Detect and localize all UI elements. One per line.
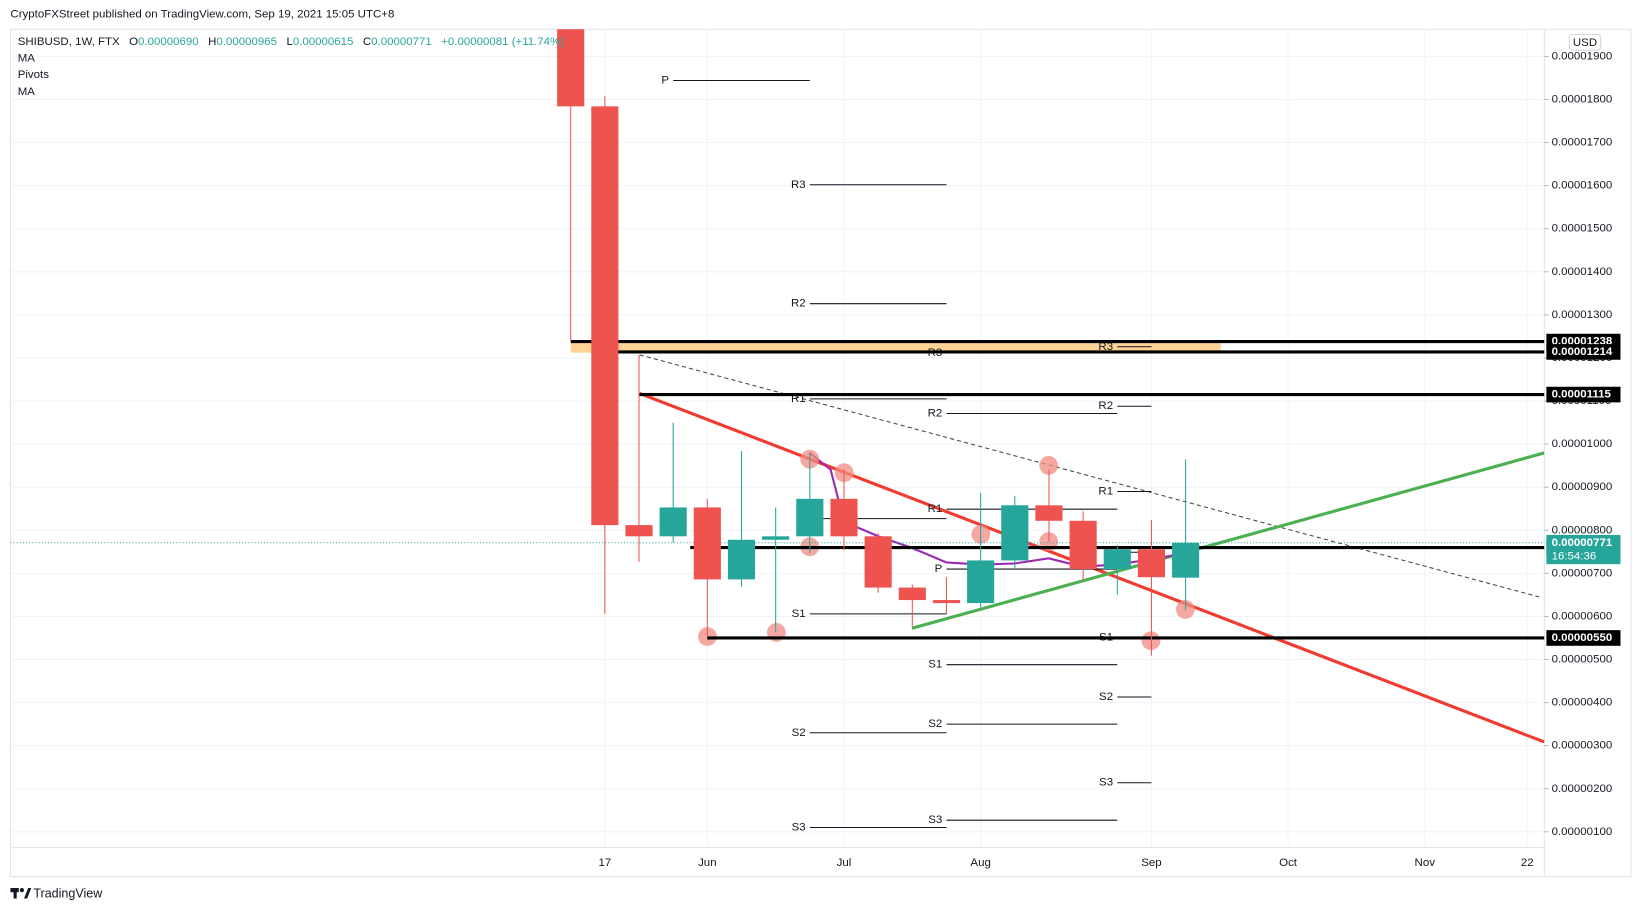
y-tick-label: 0.00000400 bbox=[1552, 697, 1613, 709]
last-price-box bbox=[1546, 534, 1621, 565]
trendline bbox=[911, 451, 1545, 630]
candle-body bbox=[864, 536, 892, 588]
y-tick-label: 0.00001900 bbox=[1552, 50, 1613, 62]
candle-body bbox=[932, 600, 961, 604]
candle-body bbox=[591, 106, 619, 526]
candle-body bbox=[1001, 505, 1029, 561]
ohlc-label: L bbox=[286, 36, 292, 48]
candle-body bbox=[659, 507, 687, 537]
pivot-label: P bbox=[935, 563, 943, 575]
pivot-label: S1 bbox=[928, 659, 942, 671]
y-tick-label: 0.00000600 bbox=[1552, 610, 1613, 622]
pivot-label: R2 bbox=[791, 298, 806, 310]
logo bbox=[10, 888, 32, 899]
candle-body bbox=[796, 498, 824, 537]
ohlc-value: 0.00000965 bbox=[216, 36, 277, 48]
grid bbox=[10, 29, 1545, 848]
x-tick-label: 22 bbox=[1521, 857, 1534, 869]
candle-body bbox=[693, 507, 721, 580]
candle-body bbox=[1172, 542, 1200, 578]
pivot-label: R2 bbox=[1098, 400, 1113, 412]
candle-body bbox=[1103, 549, 1131, 570]
x-tick-label: Sep bbox=[1141, 857, 1161, 869]
price-label: 0.00001115 bbox=[1552, 389, 1612, 401]
x-tick-label: 17 bbox=[598, 857, 611, 869]
y-tick-label: 0.00000300 bbox=[1552, 740, 1613, 752]
ohlc-label: O bbox=[129, 36, 138, 48]
header: CryptoFXStreet published on TradingView.… bbox=[10, 9, 394, 21]
y-tick-label: 0.00001000 bbox=[1552, 438, 1613, 450]
candle-body bbox=[557, 29, 585, 107]
price-label-box bbox=[1546, 630, 1621, 646]
x-tick-label: Aug bbox=[970, 857, 990, 869]
candle-body bbox=[1035, 505, 1063, 521]
ohlc-label: H bbox=[208, 36, 216, 48]
plot: PR3R2R1PS1S2S3R3R2R1PS1S2S3R3R2R1PS1S2S3 bbox=[10, 29, 1545, 834]
pivot-label: S1 bbox=[792, 608, 806, 620]
pivot-label: R1 bbox=[1098, 486, 1113, 498]
ohlc-value: 0.00000690 bbox=[138, 36, 199, 48]
y-tick-label: 0.00001500 bbox=[1552, 223, 1613, 235]
y-tick-label: 0.00000800 bbox=[1552, 524, 1613, 536]
price-label: 0.00000550 bbox=[1552, 632, 1613, 644]
ohlc-value: 0.00000771 bbox=[371, 36, 432, 48]
zone bbox=[570, 340, 1221, 353]
candle-body bbox=[1069, 520, 1097, 570]
symbol-legend: SHIBUSD, 1W, FTX O0.00000690 H0.00000965… bbox=[18, 36, 565, 48]
x-tick-label: Oct bbox=[1279, 857, 1298, 869]
price-label-box bbox=[1546, 386, 1621, 403]
candle-body bbox=[625, 525, 653, 537]
x-tick-label: Nov bbox=[1415, 857, 1436, 869]
pivot-label: S2 bbox=[928, 718, 942, 730]
pivot-label: S3 bbox=[928, 814, 942, 826]
y-tick-label: 0.00000900 bbox=[1552, 481, 1613, 493]
pivot-label: R3 bbox=[791, 179, 806, 191]
indicator: MA bbox=[18, 86, 36, 98]
currency: USD bbox=[1573, 37, 1597, 49]
pivot-label: R2 bbox=[928, 408, 943, 420]
y-tick-label: 0.00001400 bbox=[1552, 266, 1613, 278]
candle-body bbox=[967, 560, 995, 604]
pivot-label: R3 bbox=[1098, 341, 1113, 353]
y-tick-label: 0.00000700 bbox=[1552, 567, 1613, 579]
candle-body bbox=[727, 539, 756, 580]
ohlc-value: 0.00000615 bbox=[293, 36, 354, 48]
pivot-label: P bbox=[661, 75, 669, 87]
currency-box bbox=[1568, 33, 1602, 51]
pivot-label: S2 bbox=[792, 727, 806, 739]
footer: TradingView bbox=[33, 887, 103, 901]
y-tick-label: 0.00001600 bbox=[1552, 180, 1613, 192]
indicator: Pivots bbox=[18, 69, 49, 81]
pivot-label: S3 bbox=[792, 822, 806, 834]
change: +0.00000081 (+11.74%) bbox=[441, 36, 564, 48]
y-tick-label: 0.00000200 bbox=[1552, 783, 1613, 795]
x-tick-label: Jun bbox=[698, 857, 717, 869]
price-label: 0.00001214 bbox=[1552, 346, 1613, 358]
price-label-box bbox=[1546, 344, 1621, 360]
y-tick-label: 0.00000500 bbox=[1552, 654, 1613, 666]
y-tick-label: 0.00001300 bbox=[1552, 309, 1613, 321]
candle-body bbox=[830, 498, 858, 537]
countdown: 16:54:36 bbox=[1552, 550, 1597, 562]
frame bbox=[9, 28, 1632, 878]
candle-body bbox=[1137, 549, 1166, 578]
pivot-label: S2 bbox=[1099, 691, 1113, 703]
ohlc-label: C bbox=[363, 36, 371, 48]
pivot-label: R1 bbox=[928, 503, 943, 515]
y-tick-label: 0.00001800 bbox=[1552, 94, 1613, 106]
x-tick-label: Jul bbox=[837, 857, 852, 869]
candle-body bbox=[898, 587, 926, 601]
candle-body bbox=[762, 536, 790, 540]
symbol: SHIBUSD, 1W, FTX bbox=[18, 36, 120, 48]
y-tick-label: 0.00000100 bbox=[1552, 826, 1613, 838]
pivot-label: S3 bbox=[1099, 777, 1113, 789]
y-tick-label: 0.00001700 bbox=[1552, 137, 1613, 149]
last-price-label: 0.00000771 bbox=[1552, 537, 1613, 549]
indicator: MA bbox=[18, 53, 36, 65]
